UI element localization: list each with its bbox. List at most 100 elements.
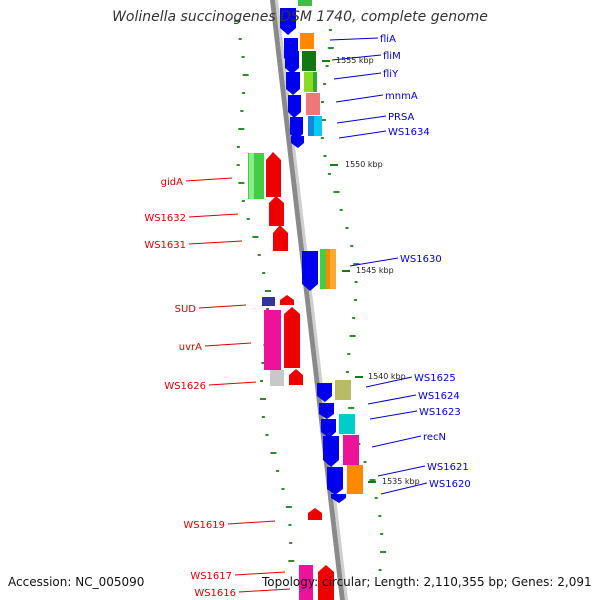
leader-line-mnmA: [335, 94, 384, 103]
gene-label-recN: recN: [423, 432, 446, 443]
gc-dot: [327, 47, 334, 49]
gc-dot: [320, 101, 324, 103]
gc-dot: [325, 65, 329, 67]
map-title: Wolinella succinogenes DSM 1740, complet…: [112, 9, 488, 25]
gene-arrow-WS1621: [327, 467, 343, 495]
leader-line-fliA: [329, 37, 379, 41]
gc-dot: [354, 281, 358, 283]
gc-dot: [320, 137, 324, 139]
forward-strand-genes: [280, 0, 363, 503]
leader-line-WS1621: [377, 465, 426, 477]
gc-dot: [339, 209, 343, 211]
gc-dot: [234, 20, 241, 22]
gene-block-WS1621: [347, 465, 363, 494]
gene-block-PRSA: [308, 116, 316, 136]
gene-labels: fliA fliM fliY mnmA PRSA WS1634 WS1630 WS1625 WS…: [144, 34, 470, 599]
gc-dot: [380, 551, 387, 553]
gc-dot: [242, 92, 246, 94]
gene-arrow-WS1616: [318, 565, 334, 600]
gc-dot: [380, 533, 384, 535]
leader-line-WS1616: [238, 588, 291, 593]
gene-arrow-WS1619: [308, 508, 322, 520]
leader-line-gidA: [185, 177, 233, 182]
gc-dot: [257, 254, 261, 256]
gc-dot: [348, 407, 355, 409]
gene-arrow-WS1624: [319, 403, 334, 419]
gc-dot: [378, 569, 382, 571]
reverse-strand-genes: [248, 152, 334, 600]
gc-dot: [276, 470, 280, 472]
leader-line-WS1631: [188, 240, 243, 245]
gc-dot: [265, 434, 269, 436]
leader-line-fliY: [333, 72, 382, 80]
gene-arrow-gidA: [266, 152, 281, 197]
genome-summary-text: Topology: circular; Length: 2,110,355 bp…: [262, 575, 592, 589]
gene-block-fliA: [300, 33, 314, 49]
leader-line-WS1630: [349, 257, 399, 267]
gc-dot: [261, 416, 265, 418]
gene-label-gidA: gidA: [161, 177, 183, 188]
gene-label-WS1625: WS1625: [414, 373, 456, 384]
gc-dot: [260, 380, 264, 382]
leader-line-fliM: [331, 54, 382, 61]
gc-dot: [345, 227, 349, 229]
scale-label: 1550 kbp: [345, 160, 383, 169]
gene-label-PRSA: PRSA: [388, 112, 415, 123]
gc-dot: [345, 371, 349, 373]
gc-dot: [323, 155, 327, 157]
gene-arrow-WS1620: [331, 494, 346, 503]
gene-label-WS1630: WS1630: [400, 254, 442, 265]
gc-dot: [289, 542, 293, 544]
gc-dot: [320, 119, 327, 121]
gc-dot: [288, 524, 292, 526]
leader-line-uvrA: [204, 342, 252, 347]
scale-label: 1540 kbp: [368, 372, 406, 381]
leader-line-WS1634: [338, 130, 387, 139]
scale-label: 1555 kbp: [336, 56, 374, 65]
gc-dot: [240, 110, 244, 112]
gc-dot: [323, 83, 327, 85]
gc-dot: [353, 263, 360, 265]
gc-dot: [285, 506, 292, 508]
gene-label-SUD: SUD: [175, 304, 197, 315]
gc-dot: [238, 182, 245, 184]
gene-label-mnmA: mnmA: [385, 91, 418, 102]
gc-dot: [352, 317, 356, 319]
gene-label-WS1619: WS1619: [183, 520, 225, 531]
scale-label: 1545 kbp: [356, 266, 394, 275]
gene-block-SUD: [262, 297, 275, 306]
gene-label-fliY: fliY: [383, 69, 399, 80]
gc-dot: [260, 398, 267, 400]
gc-dot: [363, 461, 367, 463]
gene-label-WS1617: WS1617: [190, 571, 232, 582]
gc-dot: [349, 335, 356, 337]
gene-arrow-WS1631: [273, 225, 288, 251]
gene-label-WS1624: WS1624: [418, 391, 460, 402]
gc-dot: [261, 362, 265, 364]
gene-arrow-uvrA: [284, 307, 300, 368]
gene-label-WS1626: WS1626: [164, 381, 206, 392]
gc-dot: [347, 353, 351, 355]
gene-arrow-WS1632: [269, 196, 284, 226]
gene-label-WS1631: WS1631: [144, 240, 186, 251]
gc-dot: [242, 74, 249, 76]
gene-block-recN: [343, 435, 359, 465]
gene-block-WS1625: [335, 380, 351, 400]
gc-dot: [354, 299, 358, 301]
leader-line-WS1625: [365, 376, 413, 388]
gc-dot: [262, 272, 266, 274]
gene-label-WS1632: WS1632: [144, 213, 186, 224]
gc-dot: [236, 146, 240, 148]
gc-dot: [270, 452, 277, 454]
gene-label-WS1634: WS1634: [388, 127, 430, 138]
gene-arrow-SUD-2: [280, 295, 294, 305]
gc-dot: [241, 200, 245, 202]
gc-dot: [265, 308, 269, 310]
leader-line-WS1623: [369, 410, 418, 420]
leader-line-WS1617: [234, 571, 286, 576]
accession-text: Accession: NC_005090: [8, 575, 145, 589]
leader-line-WS1620: [380, 482, 428, 495]
gene-label-fliA: fliA: [380, 34, 396, 45]
gc-dot: [374, 497, 378, 499]
